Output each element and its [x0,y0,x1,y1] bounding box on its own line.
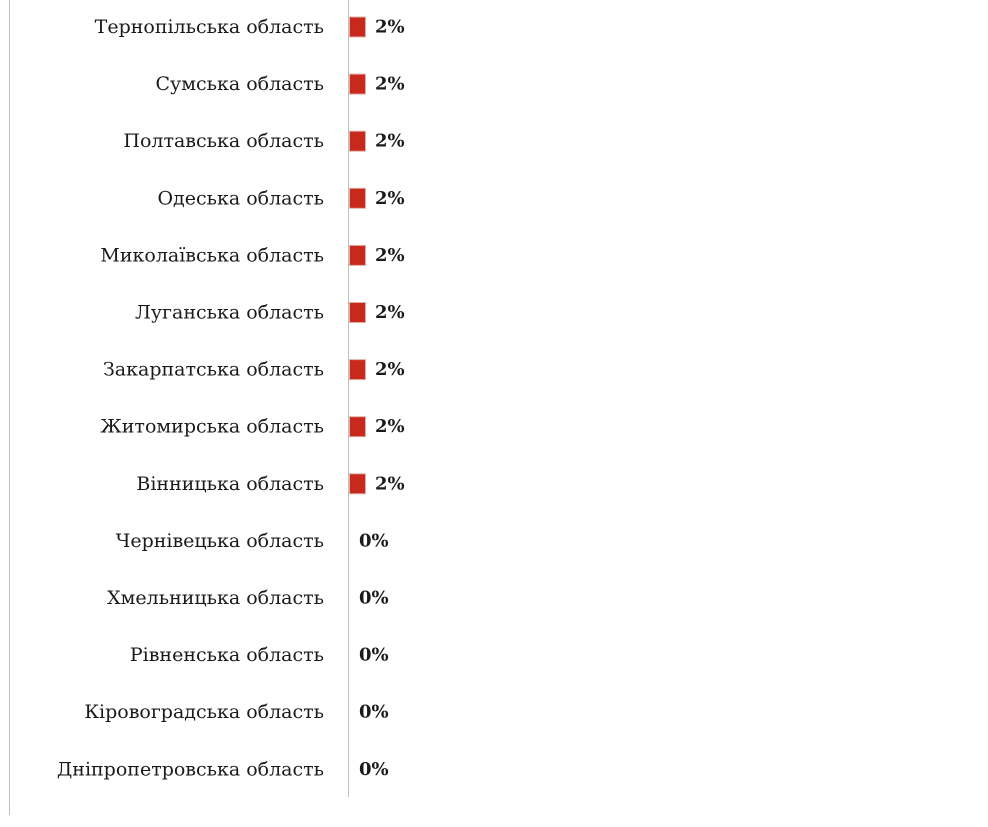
value-label: 2% [375,188,405,209]
category-label: Полтавська область [123,130,324,152]
bar [349,302,366,323]
bar [349,359,366,381]
value-label: 2% [375,131,405,152]
bar [349,16,366,38]
bar [349,73,366,95]
category-label: Дніпропетровська область [57,758,324,780]
category-label: Хмельницька область [107,587,324,609]
value-label: 2% [375,359,405,380]
value-label: 0% [359,530,389,551]
category-label: Закарпатська область [103,359,324,381]
category-label: Луганська область [135,302,324,324]
category-label: Одеська область [157,187,324,209]
category-label: Тернопільська область [95,16,324,38]
bar [349,473,366,495]
value-label: 0% [359,702,389,723]
value-label: 2% [375,74,405,95]
category-label: Житомирська область [100,416,324,438]
bar [349,187,366,209]
category-label: Вінницька область [136,473,324,495]
value-label: 2% [375,17,405,38]
bar [349,416,366,438]
chart-rows: Тернопільська область 2% Сумська область 2%… [57,16,405,780]
category-label: Рівненська область [130,644,324,666]
category-label: Чернівецька область [116,530,324,552]
category-label: Кіровоградська область [84,701,324,723]
value-label: 2% [375,302,405,323]
value-label: 0% [359,759,389,780]
value-label: 2% [375,416,405,437]
bar [349,130,366,152]
value-label: 0% [359,588,389,609]
value-label: 2% [375,245,405,266]
value-label: 2% [375,473,405,494]
category-label: Сумська область [156,73,325,95]
bar [349,244,366,266]
category-label: Миколаївська область [100,244,324,266]
value-label: 0% [359,645,389,666]
